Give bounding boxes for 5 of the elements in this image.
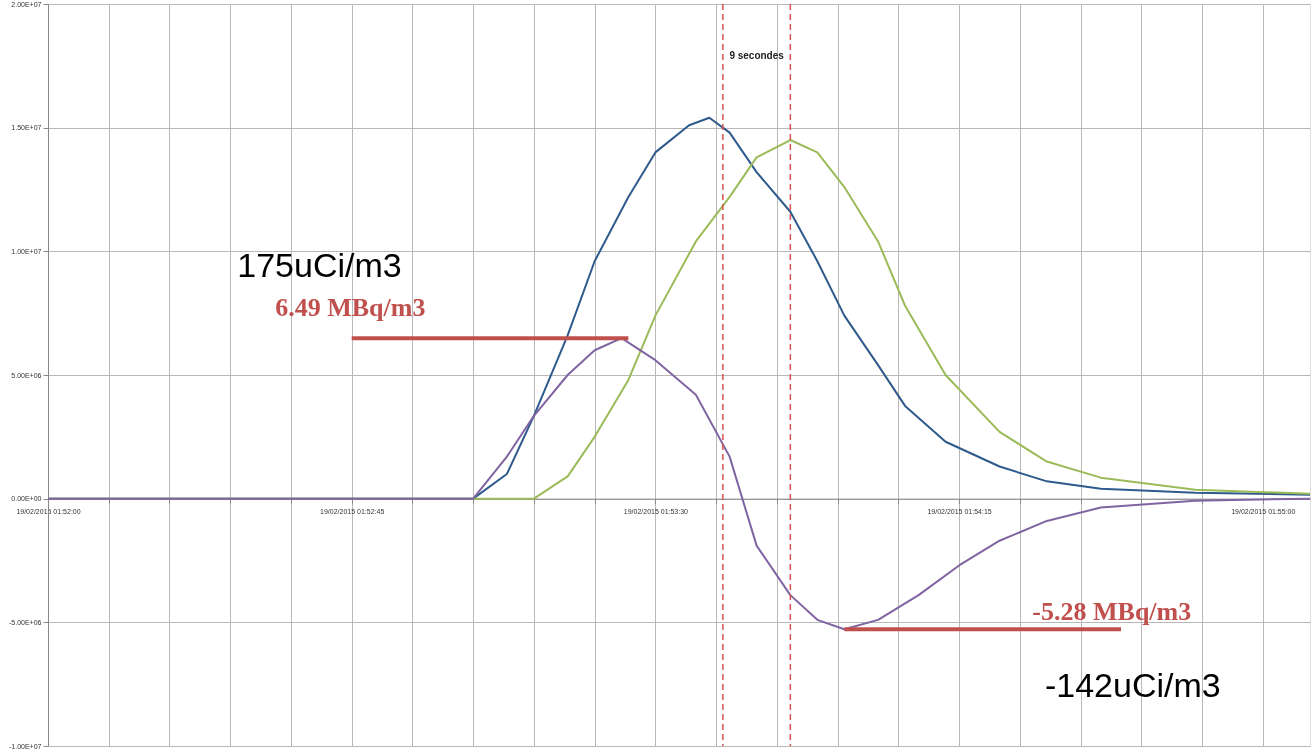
annotation: -142uCi/m3 — [1044, 665, 1221, 704]
annotation: 175uCi/m3 — [237, 246, 402, 285]
annotation: 9 secondes — [729, 50, 785, 61]
annotation: -5.28 MBq/m3 — [1032, 597, 1192, 627]
annotation: 6.49 MBq/m3 — [275, 293, 426, 323]
